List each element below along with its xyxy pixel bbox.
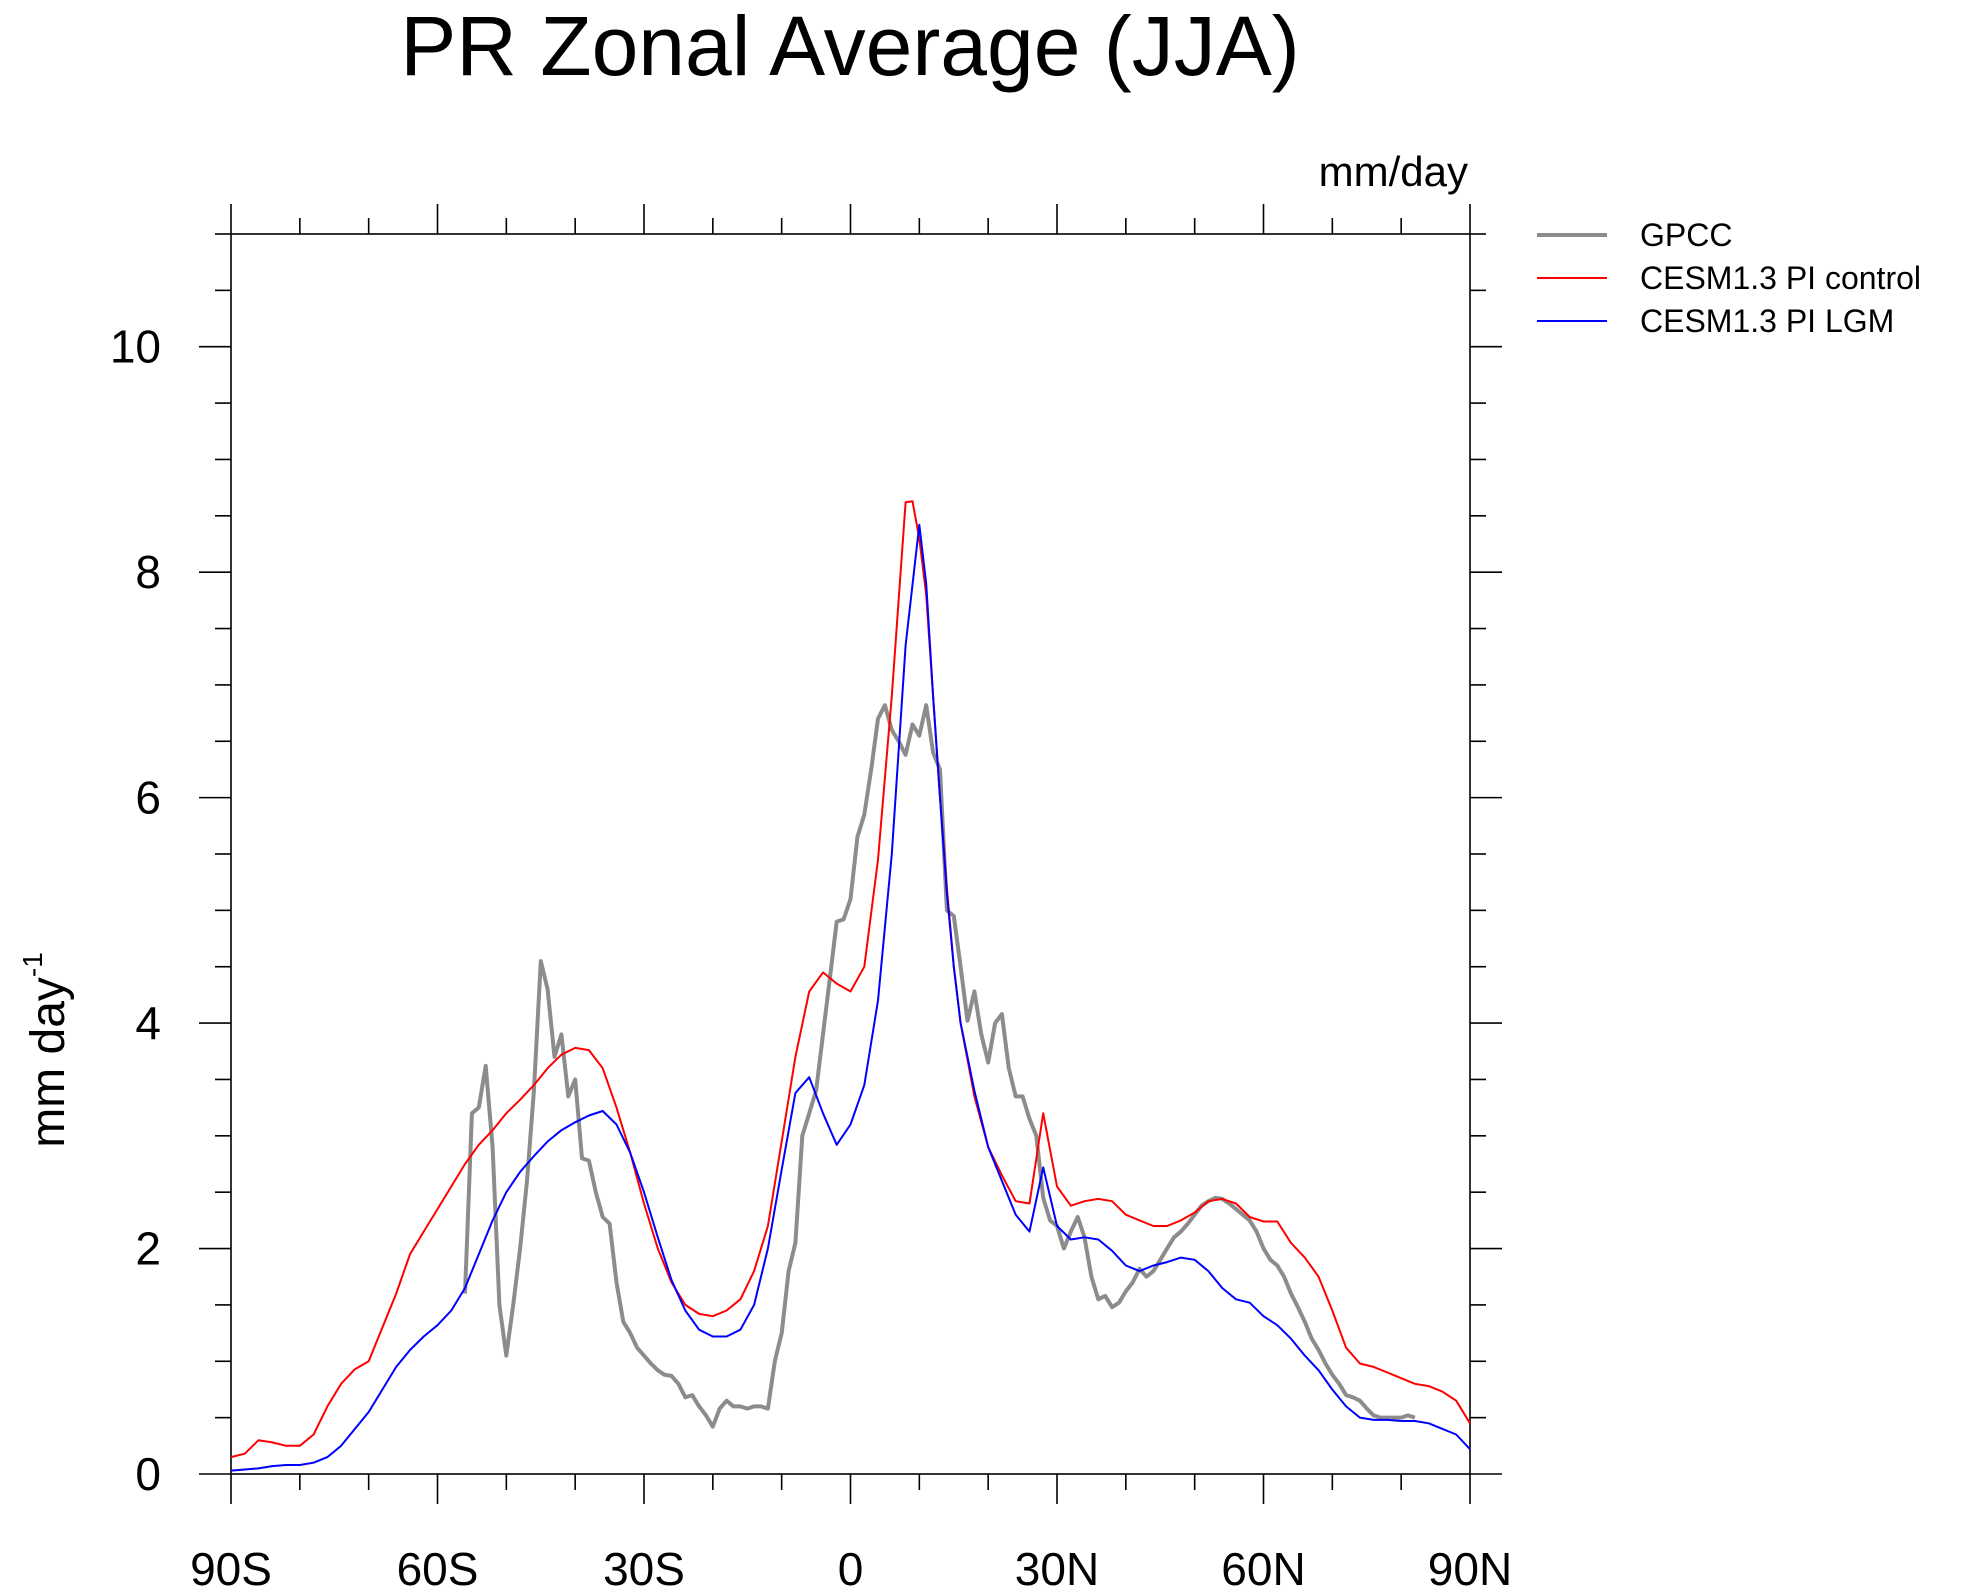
x-tick-label: 30S bbox=[603, 1543, 685, 1595]
units-label: mm/day bbox=[1319, 148, 1468, 195]
series-line-3 bbox=[230, 523, 1471, 1472]
y-tick-label: 0 bbox=[135, 1448, 161, 1500]
y-tick-label: 4 bbox=[135, 997, 161, 1049]
plot-axes bbox=[230, 233, 1471, 1475]
x-tick-label: 90S bbox=[190, 1543, 272, 1595]
y-tick-label: 6 bbox=[135, 772, 161, 824]
y-tick-label: 8 bbox=[135, 546, 161, 598]
x-tick-label: 60N bbox=[1221, 1543, 1305, 1595]
legend-label-3: CESM1.3 PI LGM bbox=[1640, 303, 1894, 339]
y-axis-title: mm day-1 bbox=[17, 952, 75, 1148]
svg-text:mm day-1: mm day-1 bbox=[17, 952, 75, 1148]
x-tick-label: 0 bbox=[838, 1543, 864, 1595]
y-tick-label: 10 bbox=[110, 321, 161, 373]
y-tick-label: 2 bbox=[135, 1223, 161, 1275]
y-axis-label-superscript: -1 bbox=[17, 952, 48, 977]
legend: GPCC CESM1.3 PI control CESM1.3 PI LGM bbox=[1537, 217, 1921, 339]
plot-frame bbox=[230, 233, 1471, 1475]
legend-label-2: CESM1.3 PI control bbox=[1640, 260, 1921, 296]
series-line-1 bbox=[463, 703, 1416, 1429]
x-tick-label: 60S bbox=[397, 1543, 479, 1595]
series-lines bbox=[230, 500, 1471, 1472]
x-tick-label: 30N bbox=[1015, 1543, 1099, 1595]
legend-label-1: GPCC bbox=[1640, 217, 1732, 253]
series-line-2 bbox=[230, 500, 1471, 1459]
x-tick-label: 90N bbox=[1428, 1543, 1512, 1595]
chart-title: PR Zonal Average (JJA) bbox=[400, 0, 1300, 93]
axis-ticks: 90S 60S 30S 0 30N 60N 90N 0 2 4 6 8 10 bbox=[110, 204, 1512, 1595]
y-axis-label: mm day bbox=[22, 977, 75, 1148]
